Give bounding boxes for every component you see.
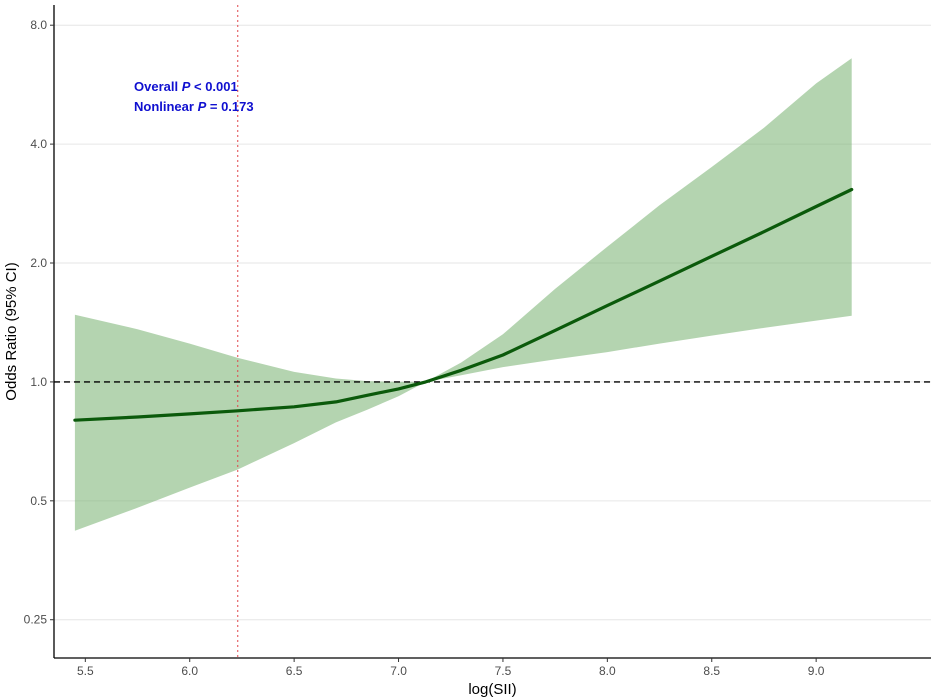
y-tick-label: 2.0 [30, 256, 47, 270]
x-tick-label: 9.0 [808, 664, 825, 678]
x-tick-label: 8.0 [599, 664, 616, 678]
y-axis-ticks: 0.25 0.5 1.0 2.0 4.0 8.0 [24, 18, 54, 627]
x-tick-label: 5.5 [77, 664, 94, 678]
confidence-band [74, 58, 852, 531]
y-axis-title: Odds Ratio (95% CI) [3, 262, 20, 400]
p-value-annotation: Nonlinear P = 0.173 [134, 99, 254, 114]
x-tick-label: 6.5 [286, 664, 303, 678]
odds-ratio-curve [73, 187, 854, 422]
y-tick-label: 1.0 [30, 375, 47, 389]
y-tick-label: 0.5 [30, 494, 47, 508]
y-tick-label: 4.0 [30, 137, 47, 151]
y-tick-label: 0.25 [24, 613, 48, 627]
p-value-annotation: Overall P < 0.001 [134, 79, 238, 94]
x-tick-label: 8.5 [703, 664, 720, 678]
x-tick-label: 7.0 [390, 664, 407, 678]
p-value-annotations: Overall P < 0.001 Nonlinear P = 0.173 [134, 79, 254, 114]
x-axis-title: log(SII) [468, 681, 516, 698]
x-tick-label: 7.5 [495, 664, 512, 678]
x-axis-ticks: 5.5 6.0 6.5 7.0 7.5 8.0 8.5 9.0 [77, 658, 825, 678]
y-tick-label: 8.0 [30, 18, 47, 32]
x-tick-label: 6.0 [181, 664, 198, 678]
